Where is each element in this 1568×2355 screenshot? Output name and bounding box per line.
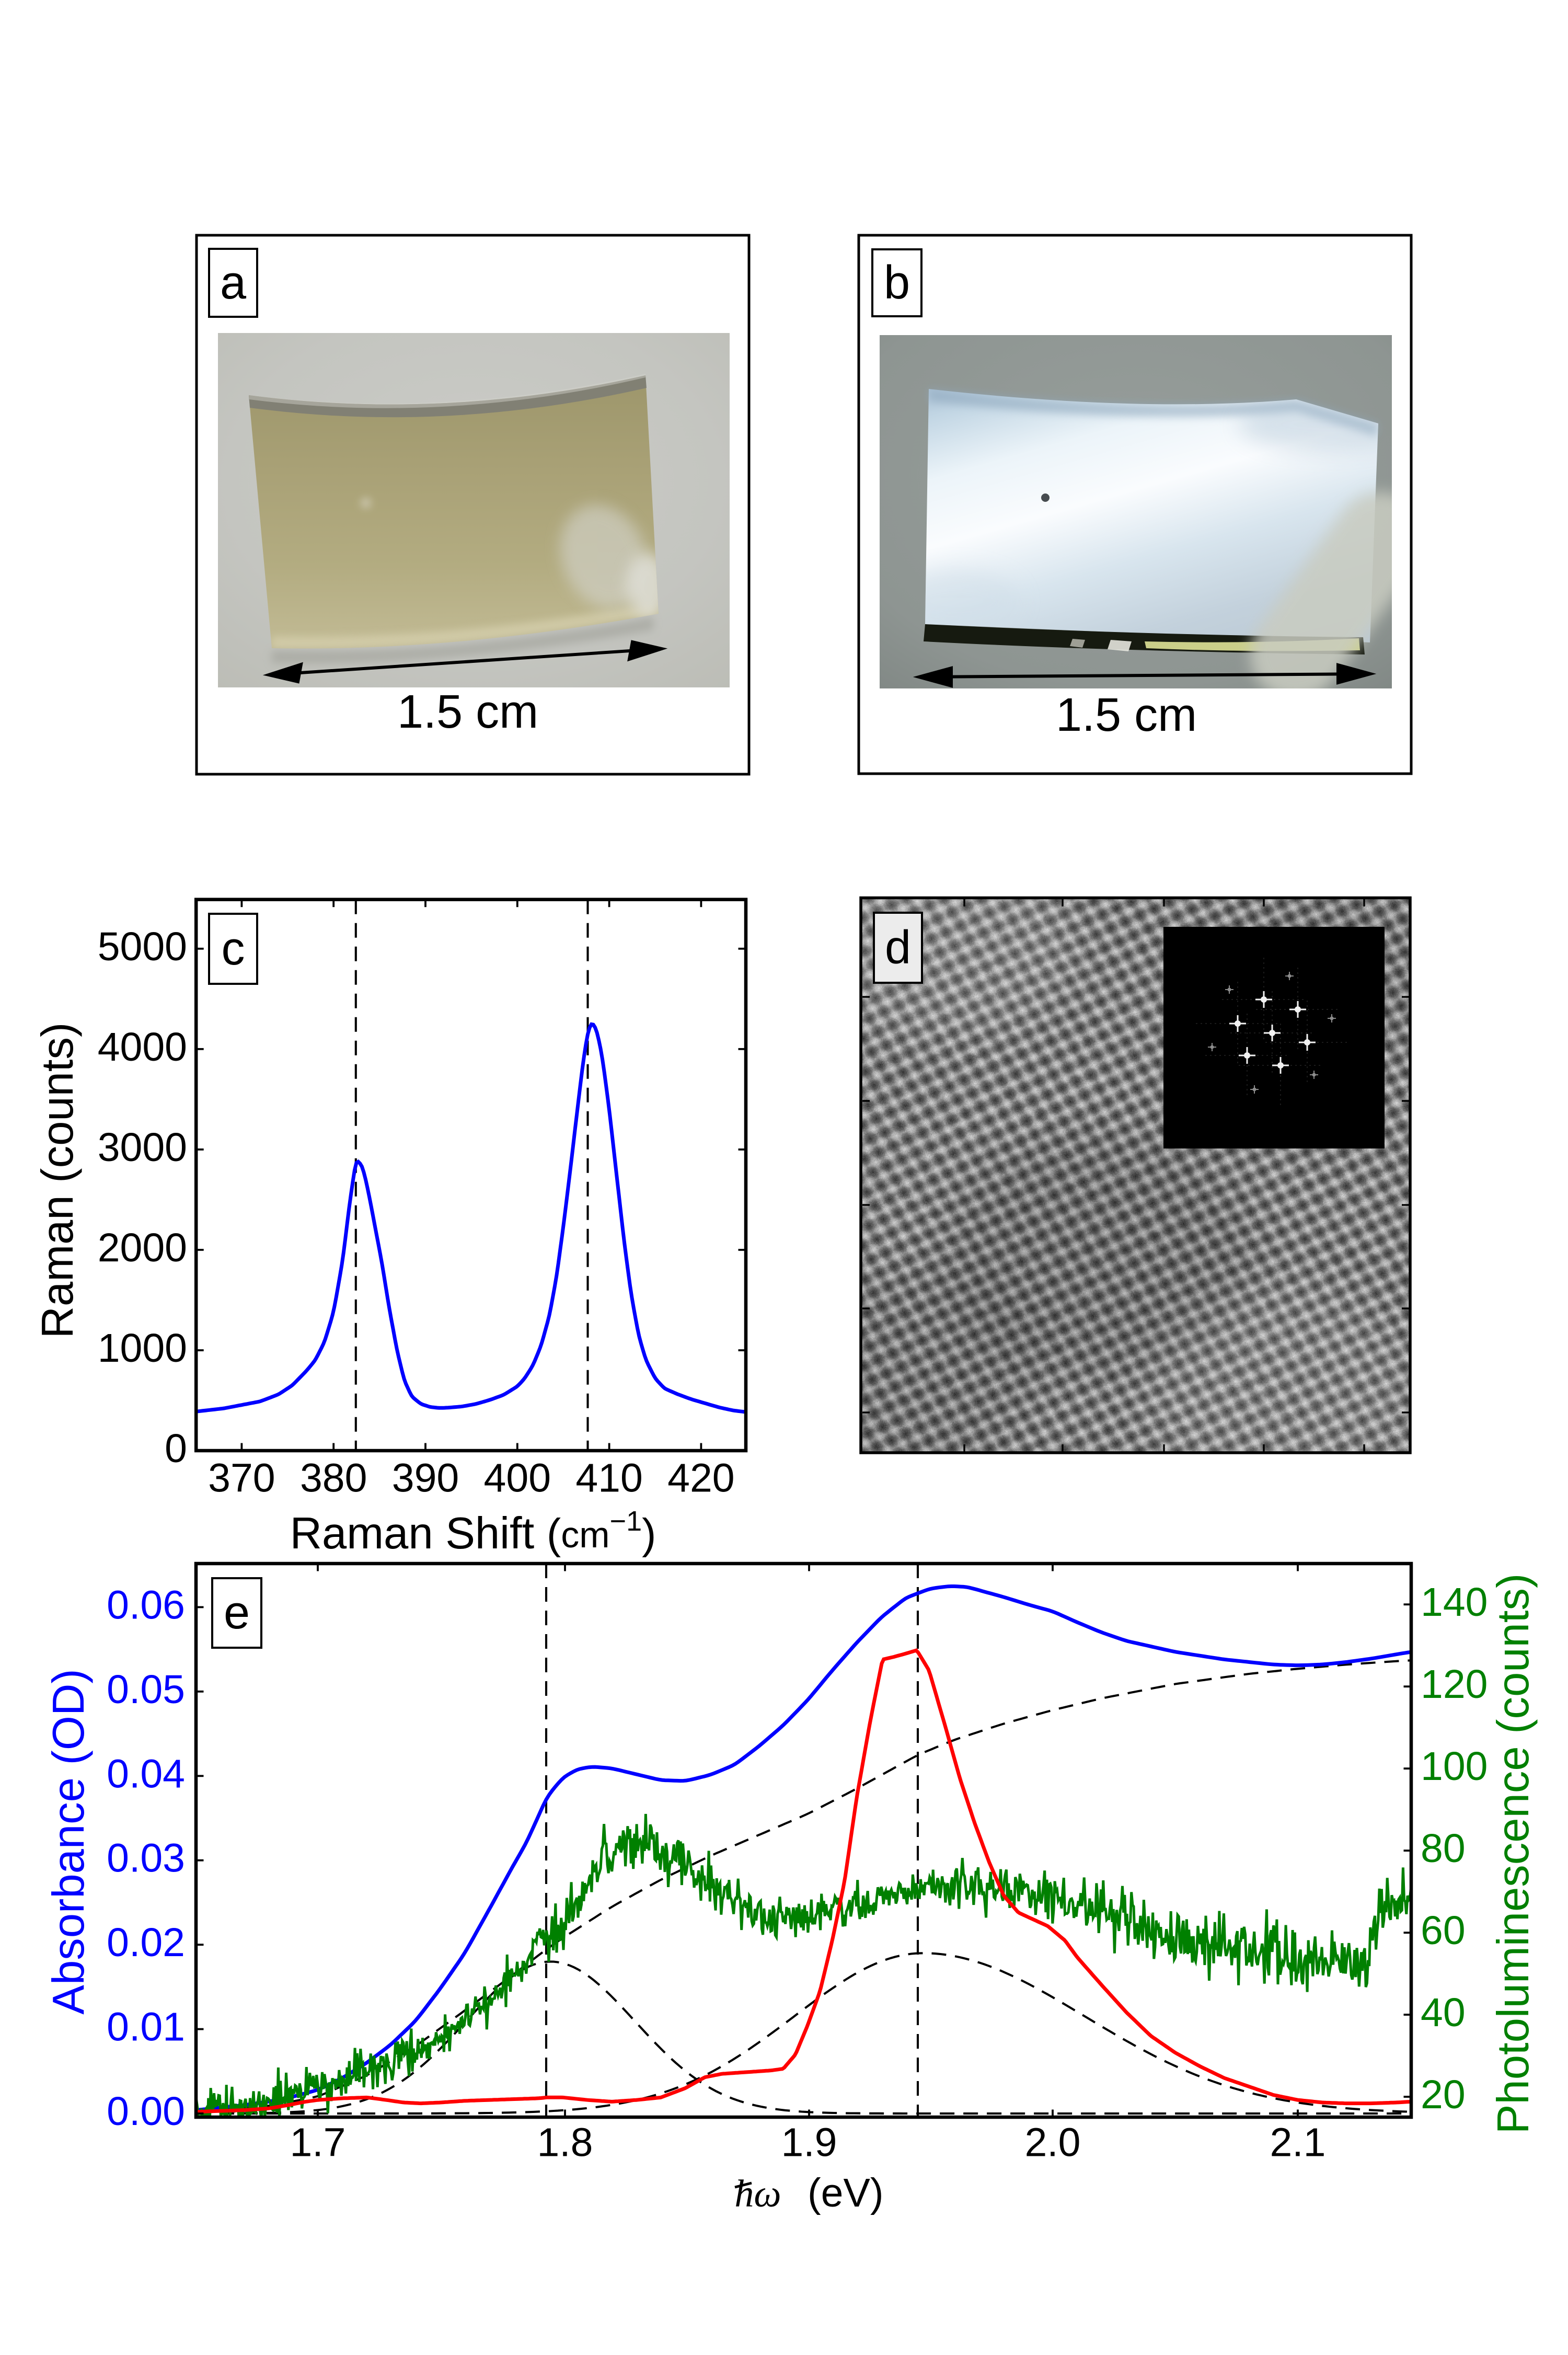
svg-text:5000: 5000	[98, 924, 187, 969]
svg-text:2000: 2000	[98, 1225, 187, 1270]
svg-text:1.9: 1.9	[781, 2120, 837, 2165]
svg-text:Absorbance (OD): Absorbance (OD)	[44, 1669, 94, 2014]
svg-text:b: b	[884, 257, 910, 309]
svg-text:d: d	[885, 922, 911, 974]
svg-text:390: 390	[392, 1456, 459, 1501]
svg-text:c: c	[222, 923, 245, 975]
svg-text:Raman Shift (cm−1): Raman Shift (cm−1)	[290, 1506, 656, 1558]
svg-text:2.1: 2.1	[1270, 2120, 1325, 2165]
svg-text:100: 100	[1421, 1744, 1488, 1789]
svg-text:380: 380	[300, 1456, 367, 1501]
svg-text:400: 400	[484, 1456, 551, 1501]
svg-text:Photoluminescence (counts): Photoluminescence (counts)	[1489, 1573, 1538, 2134]
svg-text:40: 40	[1421, 1990, 1466, 2035]
svg-text:1.5 cm: 1.5 cm	[1056, 689, 1197, 741]
svg-text:a: a	[220, 257, 247, 309]
svg-text:20: 20	[1421, 2072, 1466, 2117]
svg-text:4000: 4000	[98, 1025, 187, 1070]
svg-text:1.7: 1.7	[290, 2120, 345, 2165]
svg-text:1000: 1000	[98, 1326, 187, 1371]
svg-text:3000: 3000	[98, 1125, 187, 1170]
svg-text:0: 0	[165, 1426, 187, 1471]
svg-text:2.0: 2.0	[1024, 2120, 1080, 2165]
svg-text:140: 140	[1421, 1580, 1488, 1625]
svg-text:60: 60	[1421, 1908, 1466, 1953]
svg-text:0.01: 0.01	[107, 2005, 185, 2050]
svg-text:e: e	[224, 1587, 250, 1639]
svg-text:Raman (counts): Raman (counts)	[33, 1023, 83, 1339]
svg-text:0.06: 0.06	[107, 1582, 185, 1627]
svg-text:1.8: 1.8	[537, 2120, 593, 2165]
svg-text:1.5 cm: 1.5 cm	[397, 686, 538, 738]
svg-text:0.03: 0.03	[107, 1836, 185, 1881]
svg-text:80: 80	[1421, 1826, 1466, 1871]
svg-text:hω: hω	[734, 2173, 781, 2215]
svg-text:0.02: 0.02	[107, 1920, 185, 1965]
svg-text:(eV): (eV)	[808, 2170, 883, 2215]
svg-text:420: 420	[667, 1456, 734, 1501]
svg-text:0.00: 0.00	[107, 2089, 185, 2134]
svg-text:0.05: 0.05	[107, 1667, 185, 1712]
svg-text:0.04: 0.04	[107, 1751, 185, 1796]
svg-text:410: 410	[575, 1456, 642, 1501]
svg-text:120: 120	[1421, 1662, 1488, 1707]
svg-text:370: 370	[208, 1456, 275, 1501]
